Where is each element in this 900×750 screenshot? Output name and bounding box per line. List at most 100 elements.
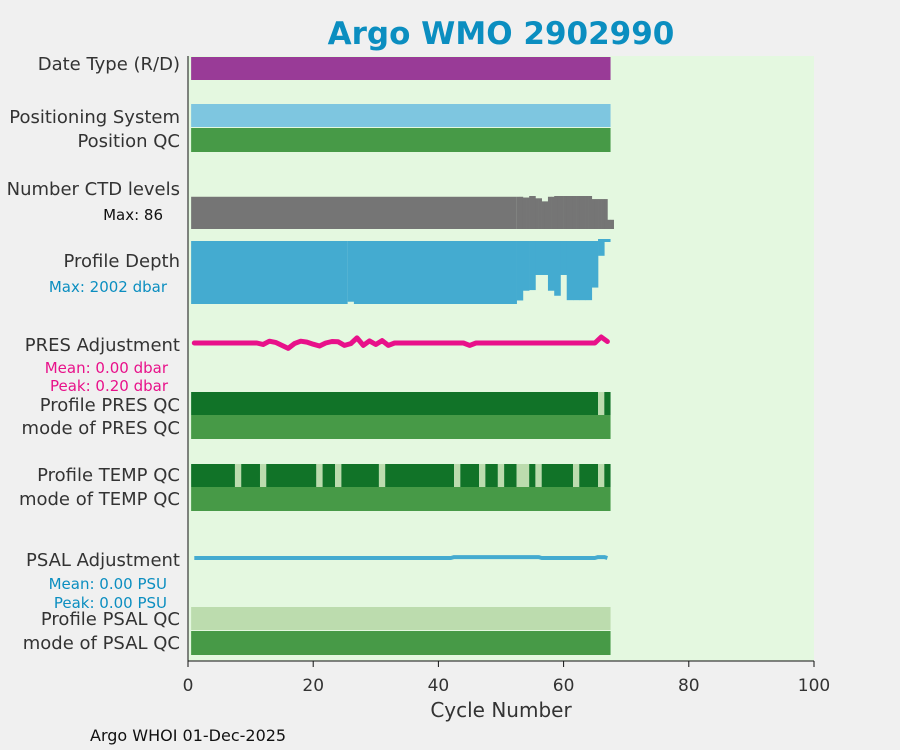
depth-bar-11 (572, 241, 580, 301)
ctd-bar-8 (541, 201, 546, 229)
plot-area (188, 56, 814, 661)
ctd-bar-18 (572, 196, 577, 229)
profile-temp-qc-segment-17 (516, 464, 530, 487)
x-tick-label-0: 0 (183, 676, 194, 696)
profile-temp-qc-segment-9 (378, 464, 386, 487)
profile-temp-qc-segment-3 (259, 464, 267, 487)
ctd-bar-20 (579, 196, 583, 229)
profile-temp-qc-segment-15 (497, 464, 505, 487)
x-tick-label-20: 20 (302, 676, 324, 696)
depth-bar-12 (579, 241, 586, 301)
label-profile-pres-qc: Profile PRES QC (40, 395, 180, 416)
chart-marks (191, 57, 614, 655)
label-positioning-system: Positioning System (9, 107, 180, 128)
depth-bar-2 (516, 241, 524, 301)
depth-end-stub (598, 239, 611, 242)
profile-temp-qc-segment-20 (541, 464, 573, 487)
ctd-bar-12 (554, 196, 558, 229)
x-tick-label-80: 80 (678, 676, 700, 696)
label-ctd-levels: Number CTD levels (7, 179, 180, 200)
label-mode-psal-qc: mode of PSAL QC (23, 633, 180, 654)
label-psal-adjustment: PSAL Adjustment (26, 550, 180, 571)
x-axis-label: Cycle Number (430, 698, 572, 722)
depth-bar-5 (535, 241, 542, 275)
x-tick-label-60: 60 (553, 676, 575, 696)
profile-temp-qc-segment-5 (316, 464, 323, 487)
ctd-bar-baseline (191, 196, 517, 229)
depth-bar-8 (554, 241, 561, 296)
ctd-bar-30 (610, 219, 614, 229)
profile-psal-qc-segment-0 (191, 607, 611, 630)
depth-bar-10 (566, 241, 574, 301)
profile-temp-qc-segment-11 (454, 464, 461, 487)
profile-temp-qc-segment-18 (529, 464, 536, 487)
profile-temp-qc-segment-1 (234, 464, 242, 487)
profile-temp-qc-segment-23 (598, 464, 605, 487)
depth-max-label: Max: 2002 dbar (49, 278, 168, 296)
label-pres-adjustment: PRES Adjustment (25, 335, 180, 356)
ctd-bar-24 (591, 199, 596, 229)
profile-temp-qc-segment-4 (266, 464, 317, 487)
profile-temp-qc-segment-14 (485, 464, 498, 487)
mode-temp-qc-segment-0 (191, 487, 611, 511)
position-qc-segment-0 (191, 128, 611, 152)
profile-temp-qc-segment-13 (479, 464, 486, 487)
ctd-bar-17 (569, 196, 574, 229)
label-date-type: Date Type (R/D) (38, 54, 180, 75)
profile-temp-qc-segment-24 (604, 464, 611, 487)
label-profile-depth: Profile Depth (63, 251, 180, 272)
ctd-bar-13 (557, 196, 561, 229)
depth-bar-9 (560, 241, 568, 275)
ctd-bar-21 (582, 196, 586, 229)
label-mode-temp-qc: mode of TEMP QC (19, 489, 180, 510)
profile-temp-qc-segment-2 (241, 464, 260, 487)
profile-temp-qc-segment-12 (460, 464, 480, 487)
label-profile-temp-qc: Profile TEMP QC (37, 465, 180, 486)
depth-bar-0 (347, 241, 355, 302)
depth-bar-3 (522, 241, 530, 291)
depth-bar-15 (598, 241, 605, 256)
depth-bar-baseline (191, 241, 348, 304)
profile-pres-qc-segment-0 (191, 392, 599, 415)
ctd-bar-0 (516, 196, 521, 229)
ctd-bar-25 (594, 199, 599, 229)
ctd-bar-27 (601, 199, 605, 229)
profile-temp-qc-segment-22 (579, 464, 599, 487)
psal-peak-label: Peak: 0.00 PSU (54, 594, 167, 612)
ctd-bar-22 (585, 196, 589, 229)
profile-temp-qc-segment-10 (385, 464, 455, 487)
pres-peak-label: Peak: 0.20 dbar (50, 377, 169, 395)
ctd-bar-29 (607, 219, 611, 229)
x-tick-label-40: 40 (428, 676, 450, 696)
date-type-segment-0 (191, 57, 611, 80)
ctd-bar-3 (526, 197, 530, 229)
profile-temp-qc-segment-6 (322, 464, 336, 487)
profile-pres-qc-segment-1 (598, 392, 605, 415)
ctd-bar-10 (547, 196, 552, 229)
ctd-bar-28 (604, 199, 608, 229)
pres-mean-label: Mean: 0.00 dbar (45, 359, 169, 377)
ctd-bar-4 (529, 196, 533, 229)
ctd-bar-9 (544, 201, 549, 229)
psal-mean-label: Mean: 0.00 PSU (49, 575, 167, 593)
profile-temp-qc-segment-8 (341, 464, 379, 487)
x-tick-label-100: 100 (798, 676, 830, 696)
ctd-bar-7 (538, 198, 542, 229)
label-position-qc: Position QC (77, 131, 180, 152)
ctd-bar-2 (522, 197, 527, 229)
ctd-bar-26 (598, 199, 602, 229)
ctd-bar-1 (519, 196, 524, 229)
depth-bar-4 (529, 241, 536, 291)
ctd-bar-16 (566, 196, 571, 229)
ctd-bar-15 (563, 196, 568, 229)
depth-bar-7 (547, 241, 555, 291)
ctd-bar-23 (588, 196, 593, 229)
chart-title: Argo WMO 2902990 (328, 16, 675, 52)
depth-bar-13 (585, 241, 593, 301)
psal-adjustment-line (194, 555, 608, 560)
footer-text: Argo WHOI 01-Dec-2025 (90, 726, 286, 745)
depth-bar-1 (353, 241, 517, 304)
mode-psal-qc-segment-0 (191, 631, 611, 655)
ctd-bar-19 (576, 196, 580, 229)
